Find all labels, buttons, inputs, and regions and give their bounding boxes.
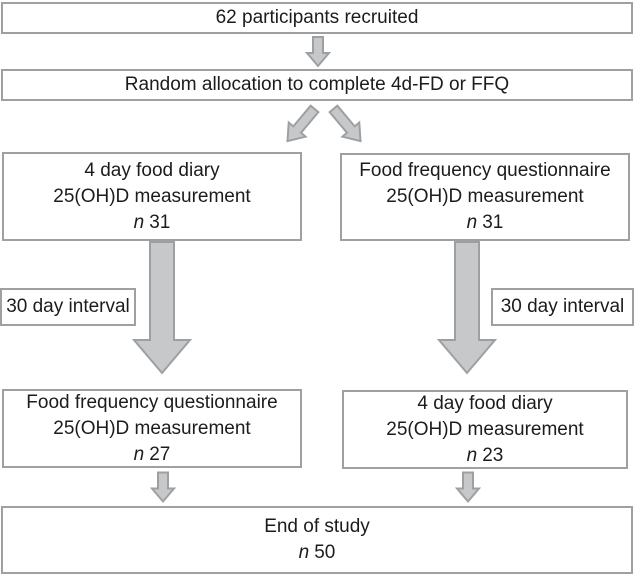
n-value: 31: [149, 211, 171, 233]
n-label: n: [466, 444, 478, 466]
n-label: n: [133, 443, 145, 465]
n-label: n: [133, 211, 145, 233]
diagonal-down-left-arrow-icon: [286, 104, 320, 143]
box-line: 25(OH)D measurement: [53, 185, 251, 207]
allocation-text: Random allocation to complete 4d-FD or F…: [124, 74, 510, 95]
end-text: End of study: [264, 516, 370, 537]
sample-size-line: n 31: [134, 210, 171, 236]
n-label: n: [298, 542, 310, 563]
n-value: 50: [314, 542, 336, 563]
recruited-text: 62 participants recruited: [215, 7, 419, 28]
diagonal-down-right-arrow-icon: [328, 104, 362, 143]
box-line: Food frequency questionnaire: [359, 160, 611, 181]
food-diary-first-box: 4 day food diary 25(OH)D measurement n 31: [2, 152, 302, 241]
large-down-arrow-icon: [131, 241, 193, 375]
food-diary-second-box: 4 day food diary 25(OH)D measurement n 23: [342, 390, 628, 469]
allocation-box: Random allocation to complete 4d-FD or F…: [1, 69, 633, 101]
n-value: 31: [482, 212, 504, 233]
ffq-second-box: Food frequency questionnaire 25(OH)D mea…: [2, 389, 302, 468]
box-line: 25(OH)D measurement: [386, 186, 584, 207]
interval-text: 30 day interval: [500, 296, 625, 317]
end-of-study-box: End of study n 50: [1, 506, 633, 574]
sample-size-line: n 31: [467, 210, 504, 236]
down-arrow-icon: [304, 36, 332, 68]
n-value: 23: [482, 444, 504, 466]
box-line: 25(OH)D measurement: [53, 417, 251, 439]
sample-size-line: n 23: [467, 443, 504, 469]
down-arrow-icon: [149, 471, 177, 504]
box-line: Food frequency questionnaire: [26, 391, 278, 413]
interval-left-box: 30 day interval: [0, 288, 136, 326]
down-arrow-icon: [454, 471, 482, 504]
box-line: 4 day food diary: [84, 159, 220, 181]
n-label: n: [466, 212, 478, 233]
box-line: 4 day food diary: [417, 392, 553, 414]
box-line: 25(OH)D measurement: [386, 418, 584, 440]
n-value: 27: [149, 443, 171, 465]
sample-size-line: n 50: [299, 540, 336, 566]
sample-size-line: n 27: [134, 442, 171, 468]
ffq-first-box: Food frequency questionnaire 25(OH)D mea…: [340, 153, 630, 241]
large-down-arrow-icon: [436, 241, 498, 375]
interval-right-box: 30 day interval: [491, 288, 634, 326]
recruited-box: 62 participants recruited: [1, 2, 633, 34]
interval-text: 30 day interval: [6, 296, 130, 317]
